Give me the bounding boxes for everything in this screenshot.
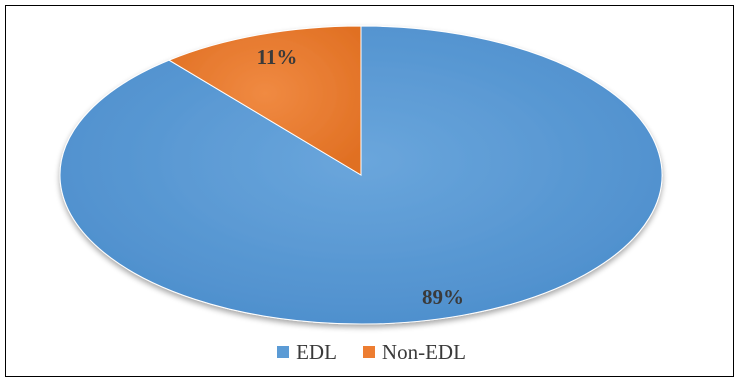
legend-item-non-edl: Non-EDL — [362, 339, 466, 365]
data-label-edl: 89% — [422, 285, 464, 309]
legend-swatch-edl — [277, 346, 290, 358]
legend-label-non-edl: Non-EDL — [381, 339, 466, 364]
legend-swatch-non-edl — [362, 346, 375, 358]
legend-item-edl: EDL — [277, 340, 337, 365]
legend: EDL Non-EDL — [0, 335, 743, 369]
legend-label-edl: EDL — [296, 339, 337, 364]
pie-slice-non-edl — [168, 25, 362, 176]
data-label-non-edl: 11% — [257, 45, 298, 69]
